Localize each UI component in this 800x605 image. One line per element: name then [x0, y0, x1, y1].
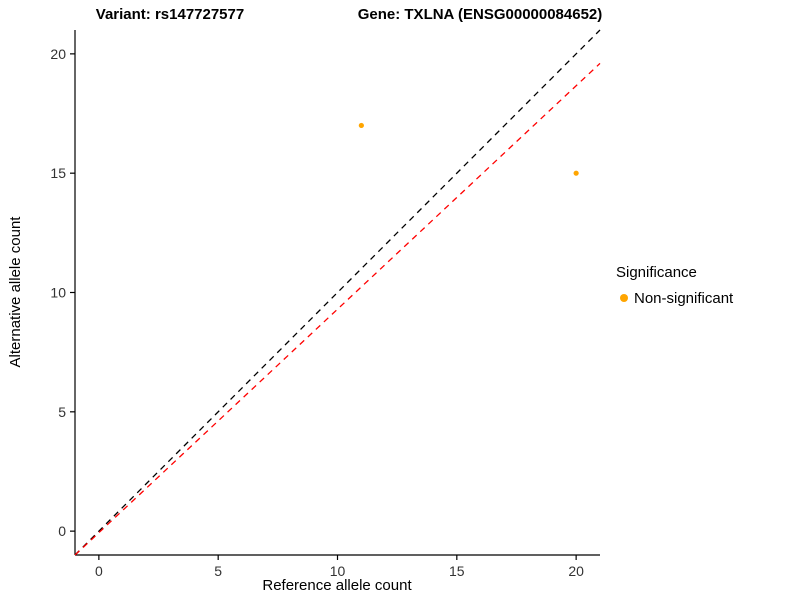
x-tick-label: 5	[214, 563, 222, 579]
data-point	[573, 170, 579, 176]
fit-line	[74, 62, 601, 556]
y-tick-label: 15	[50, 165, 66, 181]
x-axis-label: Reference allele count	[262, 577, 412, 594]
legend-title: Significance	[616, 264, 697, 281]
x-tick-label: 20	[568, 563, 584, 579]
plot-title-variant: Variant: rs147727577	[96, 6, 244, 23]
y-axis-label: Alternative allele count	[7, 216, 24, 368]
legend-key-dot-icon	[620, 294, 628, 302]
data-point	[358, 122, 364, 129]
identity-line	[74, 29, 601, 556]
y-tick-label: 20	[50, 46, 66, 62]
x-tick-label: 0	[95, 563, 103, 579]
plot-panel: 0 5 10 15 20 0 5 10 15 20	[50, 29, 601, 579]
x-tick-label: 15	[449, 563, 465, 579]
y-tick-label: 10	[50, 285, 66, 301]
plot-title-gene: Gene: TXLNA (ENSG00000084652)	[358, 6, 603, 23]
legend-item-label: Non-significant	[634, 290, 734, 307]
y-tick-label: 0	[58, 523, 66, 539]
y-tick-label: 5	[58, 404, 66, 420]
x-tick-label: 10	[330, 563, 346, 579]
legend: Significance Non-significant	[616, 264, 734, 307]
